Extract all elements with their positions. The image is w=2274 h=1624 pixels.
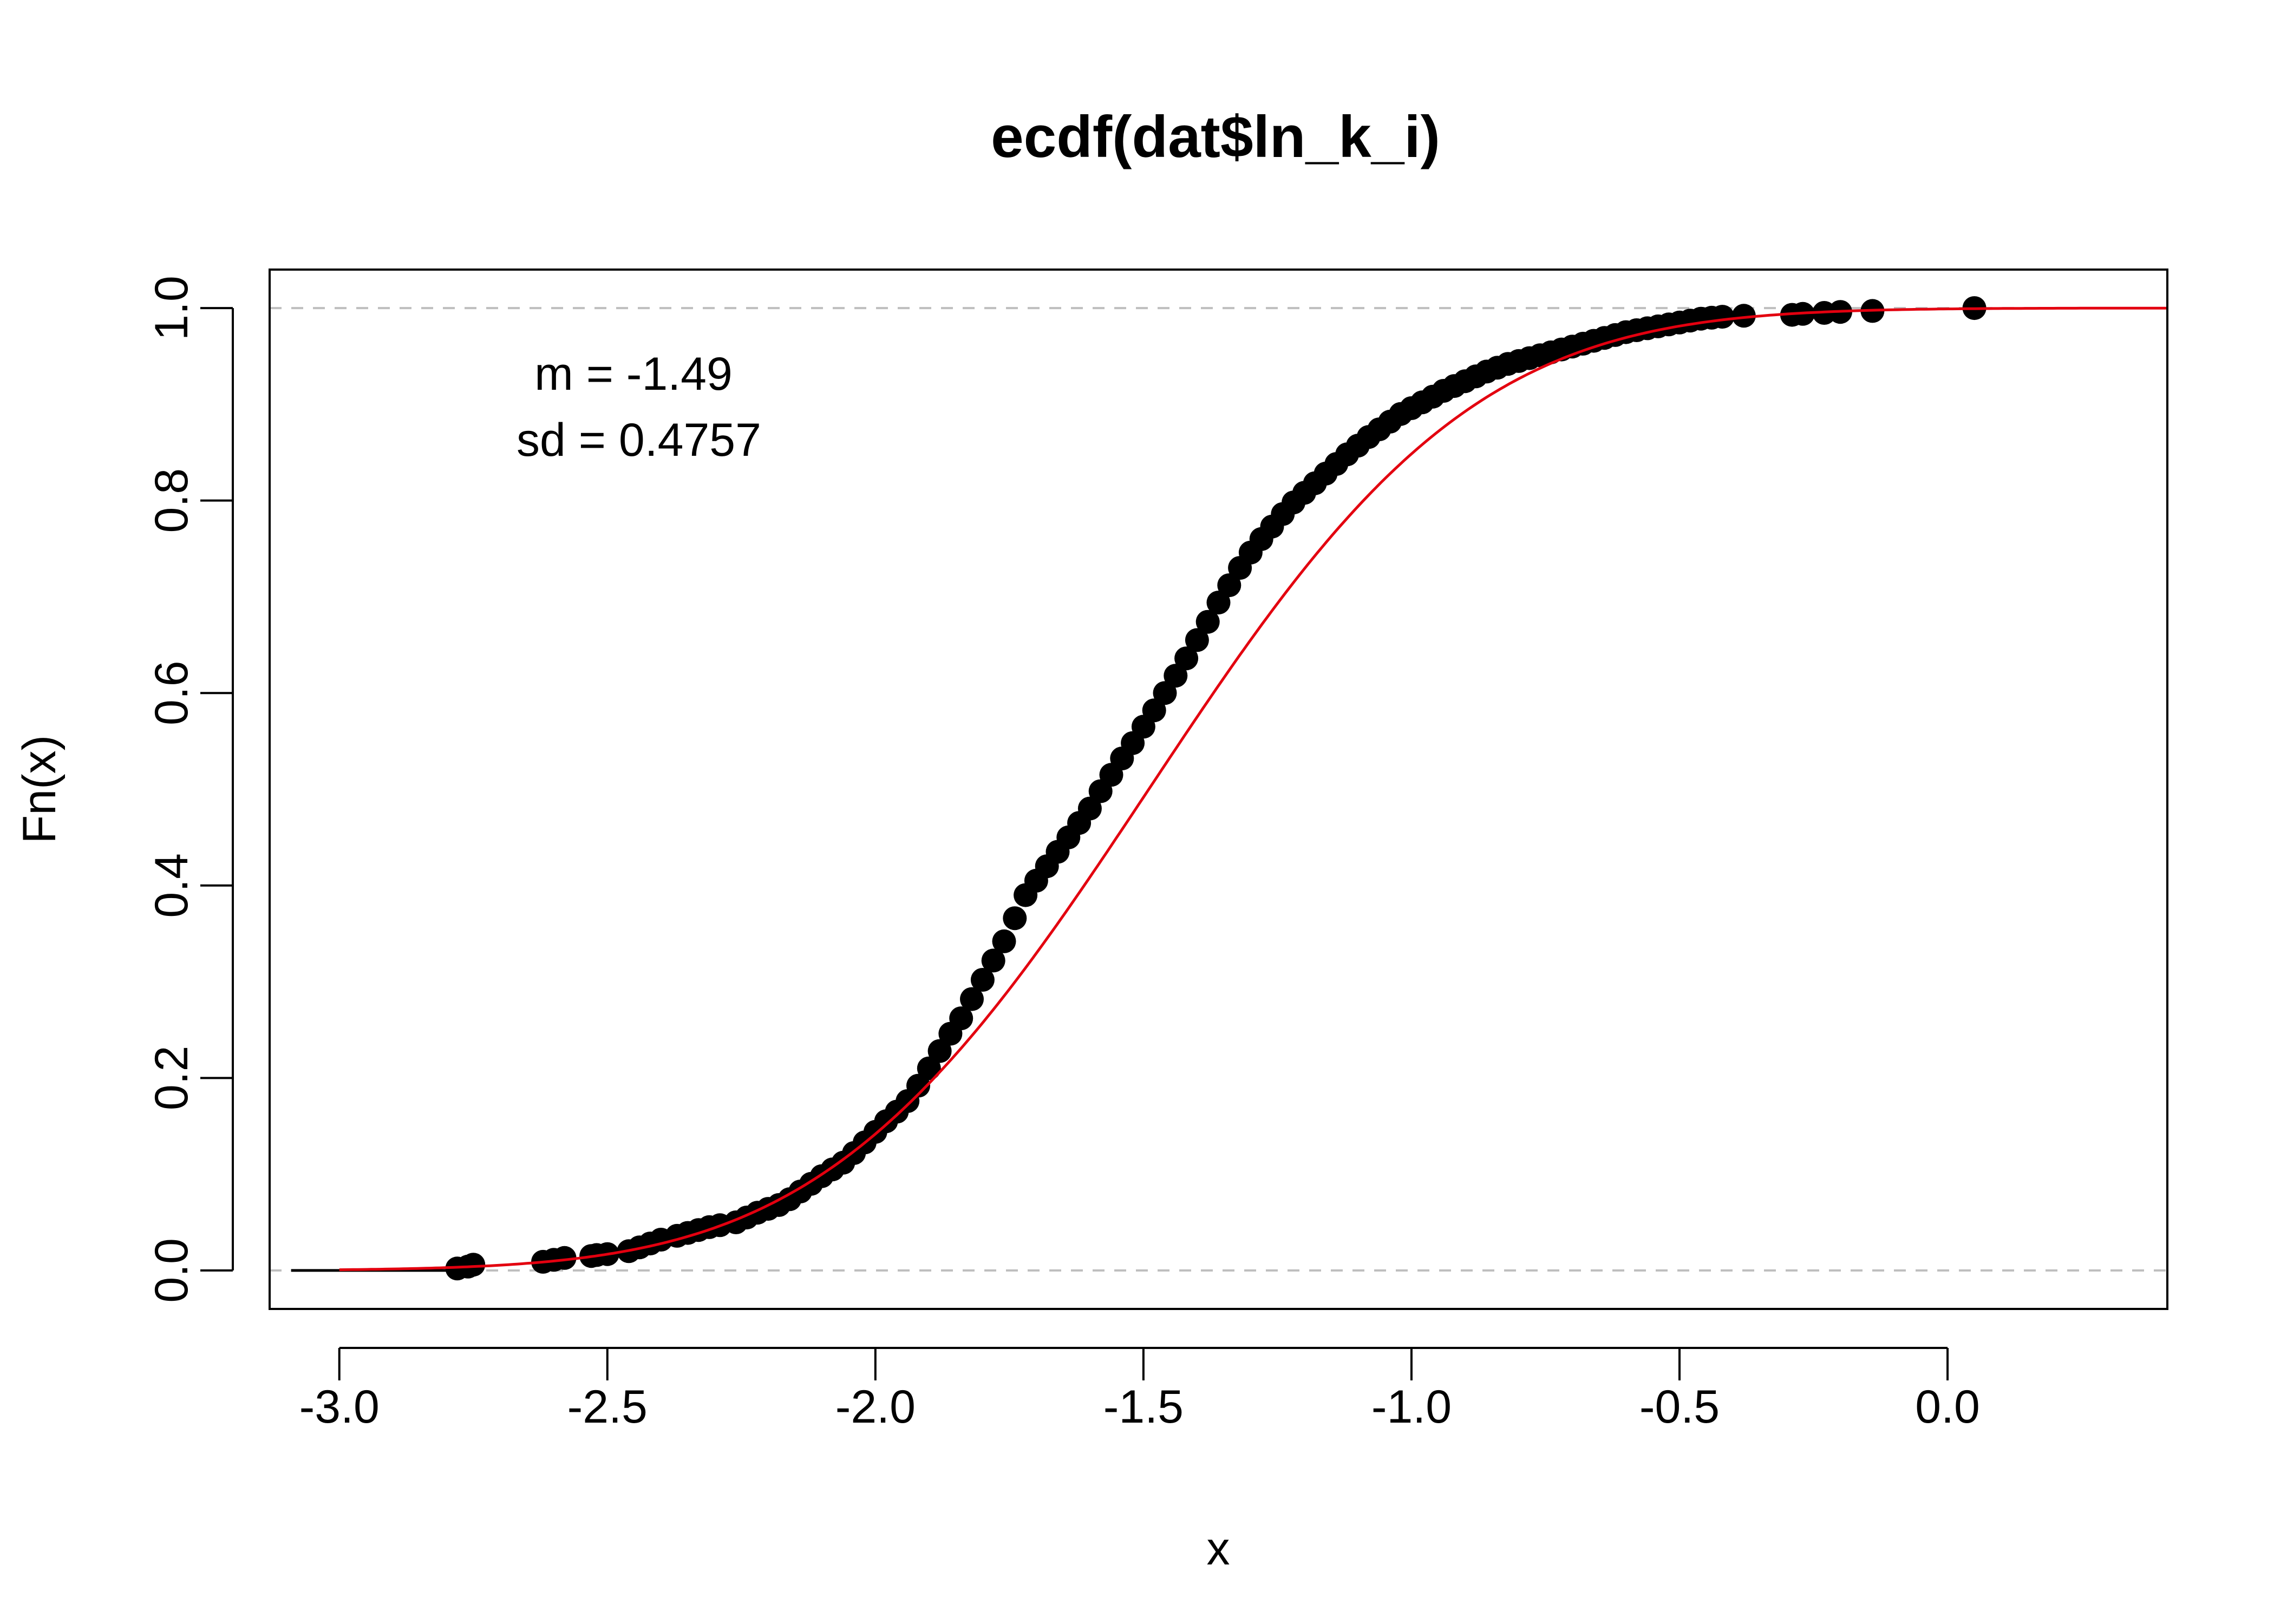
x-tick-label: -0.5 — [1639, 1381, 1720, 1433]
y-axis-label: Fn(x) — [14, 735, 66, 844]
ecdf-point — [927, 1039, 952, 1063]
ecdf-point — [1710, 305, 1735, 329]
ecdf-point — [1206, 591, 1231, 615]
ecdf-point — [949, 1006, 973, 1031]
ecdf-point — [1153, 681, 1177, 705]
ecdf-point — [1195, 610, 1220, 634]
ecdf-point — [981, 948, 1005, 973]
ecdf-point — [1174, 646, 1199, 671]
x-tick-label: -2.0 — [835, 1381, 916, 1433]
ecdf-point — [461, 1253, 486, 1277]
y-tick-label: 0.4 — [146, 853, 198, 918]
ecdf-point — [970, 968, 995, 992]
y-tick-label: 0.8 — [146, 468, 198, 533]
y-axis: 0.0 0.2 0.4 0.6 0.8 1.0 — [146, 276, 234, 1303]
sd-annotation: sd = 0.4757 — [517, 414, 761, 466]
ecdf-point — [906, 1073, 930, 1098]
ecdf-point — [552, 1246, 577, 1270]
ecdf-point — [960, 987, 984, 1011]
x-tick-label: -1.5 — [1103, 1381, 1184, 1433]
y-tick-label: 0.2 — [146, 1046, 198, 1111]
x-axis: -3.0 -2.5 -2.0 -1.5 -1.0 -0.5 0.0 — [299, 1347, 1980, 1433]
ecdf-point — [917, 1056, 941, 1081]
x-tick-label: 0.0 — [1915, 1381, 1980, 1433]
ecdf-point — [1003, 906, 1027, 931]
ecdf-point — [1164, 664, 1188, 688]
fitted-normal-line — [339, 306, 2167, 1272]
y-tick-label: 1.0 — [146, 276, 198, 340]
x-tick-label: -1.0 — [1371, 1381, 1452, 1433]
x-axis-label: x — [1207, 1523, 1230, 1575]
ecdf-point — [1217, 573, 1241, 598]
plot-frame — [269, 269, 2168, 1310]
y-tick-label: 0.6 — [146, 660, 198, 725]
ecdf-point — [1077, 796, 1102, 821]
y-tick-label: 0.0 — [146, 1238, 198, 1303]
ecdf-point — [1142, 698, 1166, 723]
ecdf-point — [992, 929, 1016, 953]
chart-title: ecdf(dat$ln_k_i) — [991, 104, 1440, 170]
ecdf-point — [1185, 628, 1209, 652]
ecdf-point — [1731, 304, 1756, 328]
x-tick-label: -2.5 — [567, 1381, 648, 1433]
fitted-normal-curve — [339, 306, 2167, 1272]
mean-annotation: m = -1.49 — [534, 348, 733, 400]
x-tick-label: -3.0 — [299, 1381, 380, 1433]
